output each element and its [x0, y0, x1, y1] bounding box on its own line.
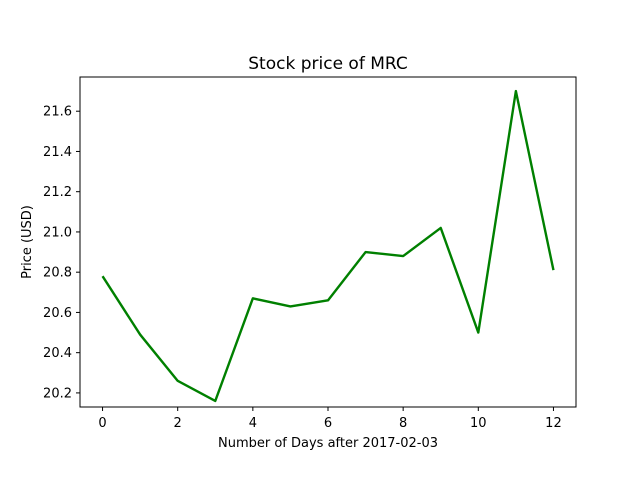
y-tick-label: 20.6 [43, 306, 72, 321]
x-tick-label: 4 [249, 416, 257, 431]
x-tick-label: 10 [470, 416, 487, 431]
y-tick-label: 20.4 [43, 346, 72, 361]
series-group [101, 89, 555, 403]
x-tick-label: 2 [174, 416, 182, 431]
chart-title: Stock price of MRC [248, 54, 407, 74]
x-axis: 0 2 4 6 8 10 12 [98, 407, 562, 431]
y-tick-label: 21.0 [43, 225, 72, 240]
y-tick-label: 20.8 [43, 266, 72, 281]
x-axis-label: Number of Days after 2017-02-03 [218, 436, 438, 451]
x-tick-label: 0 [98, 416, 106, 431]
y-axis: 20.2 20.4 20.6 20.8 21.0 21.2 21.4 21.6 [43, 105, 80, 401]
y-tick-label: 21.4 [43, 145, 72, 160]
plot-area [79, 76, 577, 408]
x-tick-label: 8 [399, 416, 407, 431]
series-line [101, 89, 555, 403]
y-tick-label: 21.6 [43, 105, 72, 120]
x-tick-label: 6 [324, 416, 332, 431]
y-tick-label: 20.2 [43, 386, 72, 401]
y-axis-label: Price (USD) [20, 205, 35, 279]
y-tick-label: 21.2 [43, 185, 72, 200]
x-tick-label: 12 [545, 416, 562, 431]
